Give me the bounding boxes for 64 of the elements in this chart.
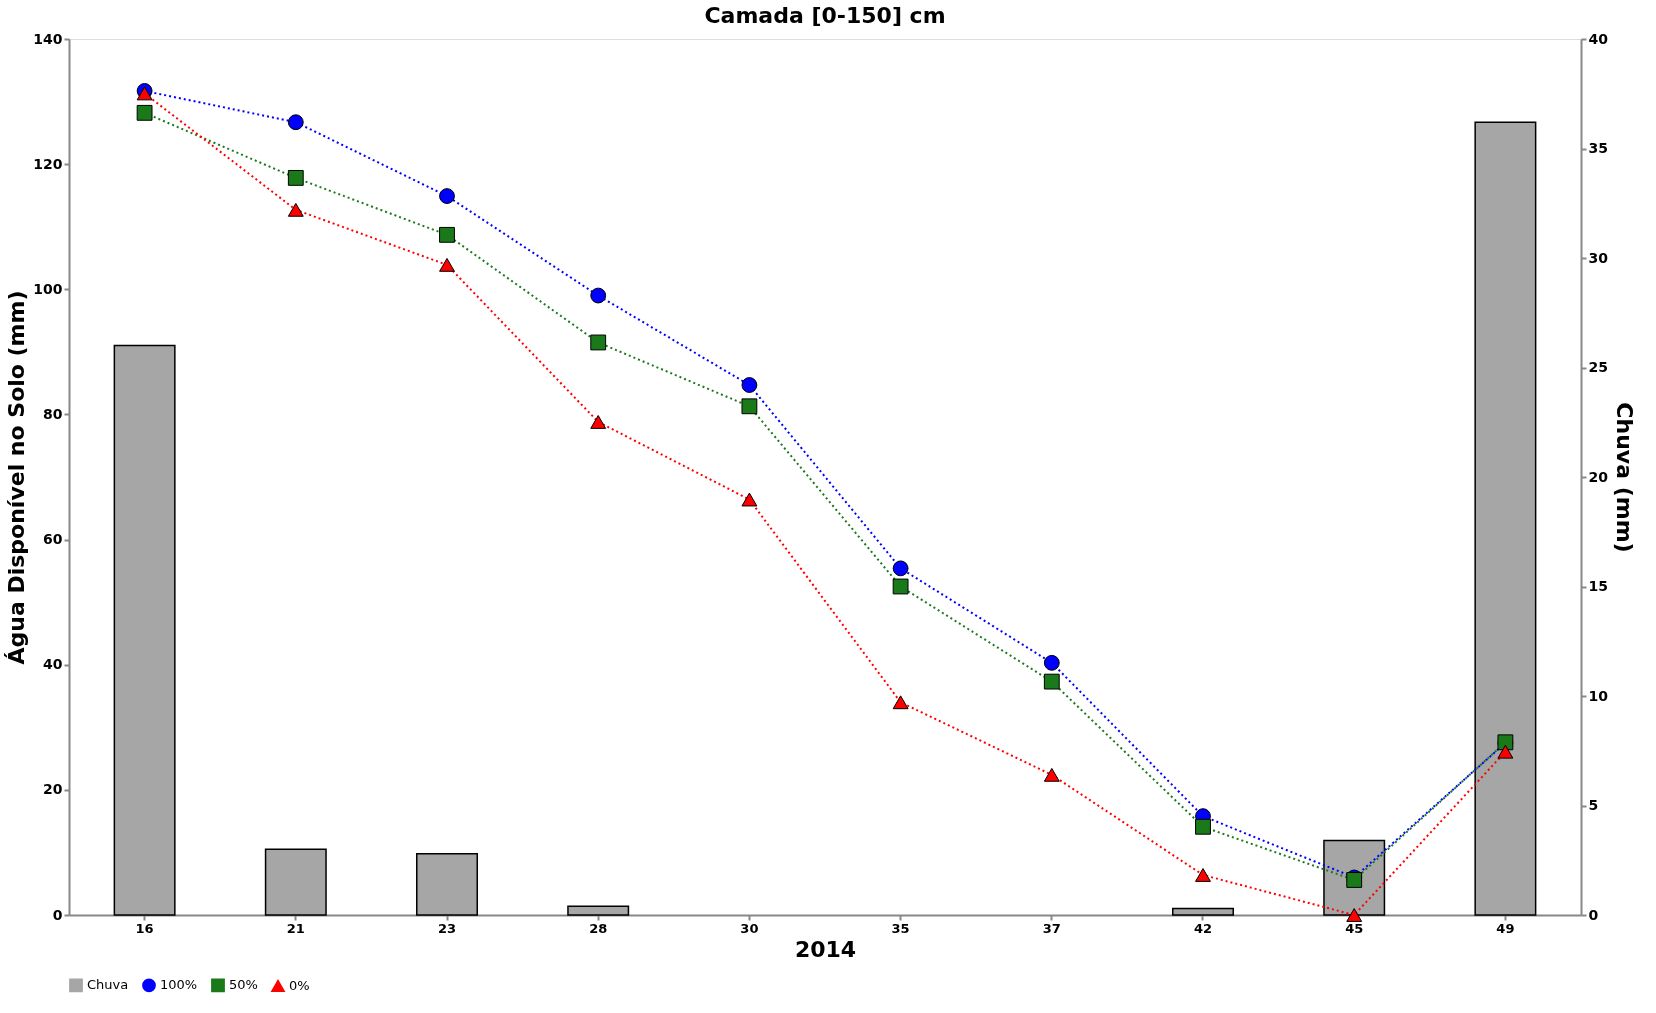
point bbox=[287, 114, 304, 131]
legend-label: 50% bbox=[229, 977, 258, 993]
y2-tick-label: 40 bbox=[1588, 30, 1609, 47]
point bbox=[892, 560, 909, 577]
y-axis-title: Água Disponível no Solo (mm) bbox=[4, 290, 30, 665]
bar bbox=[264, 848, 327, 916]
legend-label: 0% bbox=[289, 977, 310, 993]
point bbox=[1043, 673, 1060, 690]
point bbox=[590, 415, 607, 429]
y2-tick-label: 15 bbox=[1588, 578, 1608, 594]
bar bbox=[1474, 121, 1537, 916]
y2-tick-label: 5 bbox=[1588, 797, 1599, 813]
point bbox=[439, 188, 455, 204]
x-tick-label: 23 bbox=[437, 920, 457, 936]
legend-label: Chuva bbox=[87, 977, 129, 993]
point bbox=[439, 226, 455, 243]
y-tick-label: 120 bbox=[33, 155, 63, 172]
y-tick-label: 0 bbox=[52, 906, 63, 923]
legend-label: 100% bbox=[160, 977, 198, 993]
point bbox=[590, 287, 607, 304]
y-tick-label: 40 bbox=[43, 656, 63, 673]
point bbox=[136, 104, 153, 121]
x-tick-label: 49 bbox=[1496, 920, 1515, 936]
point bbox=[287, 202, 304, 217]
y-tick-label: 20 bbox=[43, 781, 63, 798]
x-tick-label: 21 bbox=[286, 920, 305, 936]
y2-tick-label: 35 bbox=[1588, 140, 1608, 156]
point bbox=[590, 334, 607, 351]
point bbox=[439, 257, 455, 272]
y-tick-label: 140 bbox=[33, 30, 63, 47]
point bbox=[1497, 744, 1514, 759]
point bbox=[741, 398, 758, 415]
y2-tick-label: 30 bbox=[1588, 249, 1609, 266]
y2-tick-label: 25 bbox=[1588, 359, 1608, 375]
point bbox=[1195, 868, 1211, 882]
point bbox=[892, 695, 909, 710]
x-tick-label: 28 bbox=[589, 920, 608, 936]
chart-title: Camada [0-150] cm bbox=[704, 3, 946, 28]
y2-tick-label: 0 bbox=[1588, 906, 1599, 923]
point bbox=[1346, 908, 1363, 922]
x-tick-label: 35 bbox=[891, 920, 910, 936]
bar bbox=[567, 905, 630, 916]
point bbox=[287, 169, 304, 186]
x-tick-label: 42 bbox=[1193, 920, 1213, 936]
x-tick-label: 16 bbox=[135, 920, 154, 936]
x-axis-title: 2014 bbox=[794, 936, 857, 962]
y2-tick-label: 20 bbox=[1588, 468, 1609, 485]
point bbox=[1043, 767, 1060, 782]
y2-tick-label: 10 bbox=[1588, 687, 1609, 704]
y-tick-label: 80 bbox=[43, 405, 63, 422]
bar bbox=[416, 852, 478, 916]
x-tick-label: 37 bbox=[1042, 920, 1061, 936]
bar bbox=[1172, 907, 1234, 916]
point bbox=[1043, 654, 1060, 671]
point bbox=[741, 492, 758, 507]
y-tick-label: 100 bbox=[33, 280, 63, 297]
point bbox=[1195, 818, 1211, 835]
x-tick-label: 45 bbox=[1345, 920, 1364, 936]
y-tick-label: 60 bbox=[43, 531, 63, 548]
y2-axis-title: Chuva (mm) bbox=[1611, 402, 1637, 553]
point bbox=[741, 377, 758, 393]
bar bbox=[113, 344, 176, 916]
point bbox=[892, 578, 909, 595]
x-tick-label: 30 bbox=[740, 920, 759, 936]
